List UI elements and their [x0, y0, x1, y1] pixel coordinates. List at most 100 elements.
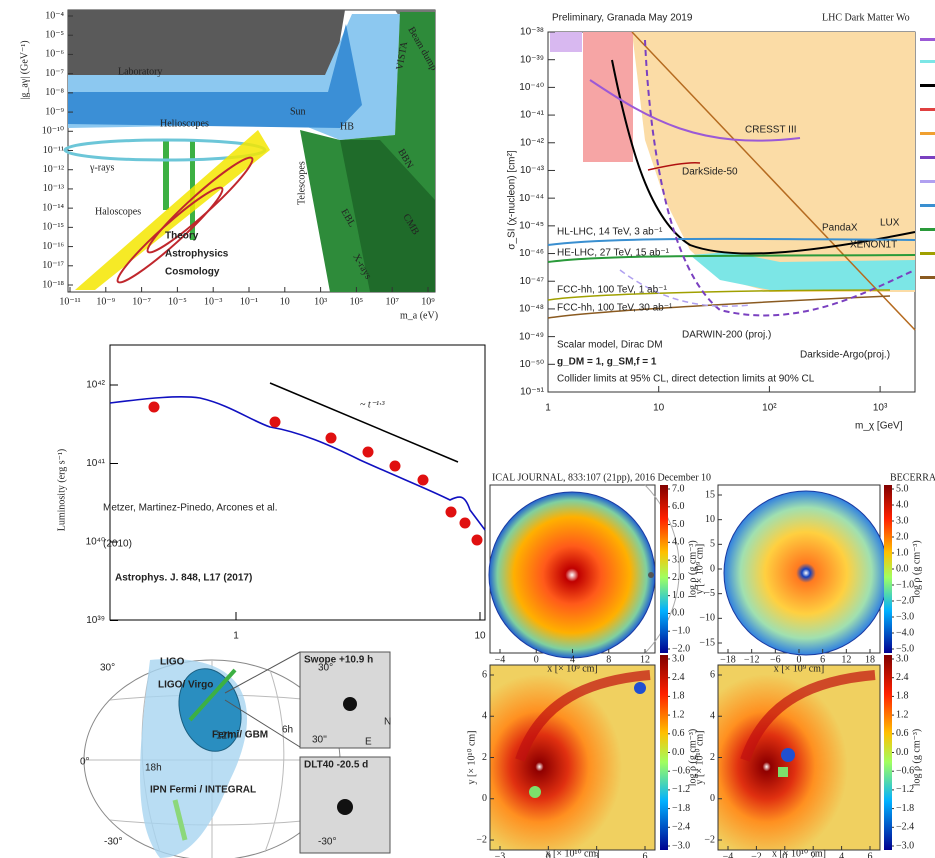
dm-note: g_DM = 1, g_SM,f = 1 [557, 357, 657, 368]
spiral-arm [515, 670, 651, 762]
curve-label: FCC-hh, 100 TeV, 1 ab⁻¹ [557, 285, 667, 296]
y-tick-label: 2 [710, 752, 715, 763]
legend-cosmology: Cosmology [165, 267, 220, 278]
colorbar [660, 655, 668, 850]
x-tick-label: 10⁻¹¹ [59, 296, 80, 307]
x-axis-label: x [× 10⁹ cm] [774, 663, 825, 674]
colorbar-label: log ρ (g cm⁻³) [687, 540, 698, 597]
sky-label: Fermi/ GBM [212, 730, 268, 741]
x-tick-label: 4 [839, 851, 844, 858]
x-tick-label: 10⁷ [385, 296, 399, 307]
y-tick-label: 0 [710, 563, 715, 574]
spiral-arm [740, 670, 876, 762]
cresst-curve [589, 79, 801, 142]
x-tick-label: 6 [643, 851, 648, 858]
y-tick-label: 0 [482, 793, 487, 804]
observation [362, 446, 374, 458]
colorbar-tick: 4.0 [896, 499, 909, 510]
y-tick-label: 10⁻¹³ [43, 183, 64, 194]
colorbar-tick: −3.0 [896, 611, 914, 622]
colorbar [884, 485, 892, 653]
helioscope-region [68, 24, 362, 128]
reference: Astrophys. J. 848, L17 (2017) [115, 573, 252, 584]
y-tick-label: 10⁻¹² [43, 164, 64, 175]
y-tick-label: 5 [710, 539, 715, 550]
colorbar-tick: 1.8 [672, 691, 685, 702]
y-tick-label: −2 [704, 834, 715, 845]
colorbar-tick: 1.2 [672, 709, 685, 720]
y-tick-label: 10 [705, 514, 715, 525]
clump [634, 682, 646, 694]
curve-label: Darkside-Argo(proj.) [800, 350, 890, 361]
darkside-region [583, 32, 633, 162]
legend-swatch [920, 204, 935, 207]
colorbar-tick: 5.0 [672, 519, 685, 530]
x-tick-label: 0 [534, 654, 539, 665]
region-label: HB [340, 121, 354, 132]
ebl-region [340, 140, 435, 292]
journal-header: BECERRA ET [890, 472, 935, 483]
y-axis-label: y [× 10⁹ cm] [694, 544, 705, 595]
y-tick-label: 10⁻⁴⁸ [519, 304, 544, 315]
ra-label: 6h [282, 725, 293, 736]
region-label: Haloscopes [95, 206, 141, 217]
y-tick-label: 10⁴² [86, 380, 105, 391]
pandax-curve [611, 59, 916, 255]
simulations [488, 484, 892, 851]
slope-line [269, 382, 459, 463]
y-tick-label: 0 [710, 793, 715, 804]
model-year: (2010) [103, 539, 132, 550]
luminosity-plot [109, 344, 486, 621]
colorbar-label: log ρ (g cm⁻³) [687, 729, 698, 786]
legend-theory: Theory [165, 231, 199, 242]
region-label: Helioscopes [160, 118, 209, 129]
companion [648, 572, 654, 578]
x-tick-label: 10⁻⁹ [96, 296, 115, 307]
dec-label: 30° [100, 663, 115, 674]
x-tick-label: −2 [751, 851, 762, 858]
curve-label: HE-LHC, 27 TeV, 15 ab⁻¹ [557, 248, 670, 259]
colorbar-tick: 4.0 [672, 537, 685, 548]
colorbar-tick: −5.0 [896, 643, 914, 654]
colorbar-tick: 1.0 [672, 590, 685, 601]
legend-swatch [920, 252, 935, 255]
model-label: Metzer, Martinez-Pinedo, Arcones et al. [103, 503, 278, 514]
curve-label: PandaX [822, 223, 858, 234]
curve-label: DARWIN-200 (proj.) [682, 330, 771, 341]
y-tick-label: 10⁴¹ [86, 458, 105, 469]
inset-connector [224, 699, 301, 748]
y-tick-label: 4 [710, 711, 715, 722]
y-tick-label: 10⁻³⁸ [520, 27, 544, 38]
observation [445, 506, 457, 518]
y-axis-label: Luminosity (erg s⁻¹) [56, 449, 67, 532]
y-tick-label: 6 [482, 669, 487, 680]
x-tick-label: 10 [474, 631, 486, 642]
y-tick-label: 10⁻⁴¹ [520, 110, 545, 121]
x-tick-label: 1 [545, 403, 551, 414]
y-tick-label: 10⁻⁴³ [520, 165, 545, 176]
legend-swatch [920, 180, 935, 183]
observation [417, 474, 429, 486]
fermi-region [178, 668, 242, 752]
compass-n: N [384, 717, 391, 728]
y-tick-label: 10⁻⁴⁶ [519, 248, 544, 259]
colorbar-tick: 1.0 [896, 547, 909, 558]
colorbar-tick: −3.0 [672, 840, 690, 851]
host-galaxy [343, 697, 357, 711]
scale-label: 30'' [312, 735, 327, 746]
x-tick-label: 8 [606, 654, 611, 665]
observation [269, 416, 281, 428]
y-tick-label: 10⁻⁶ [45, 49, 64, 60]
colorbar-tick: −2.0 [896, 595, 914, 606]
host-galaxy [337, 799, 353, 815]
colorbar-tick: −1.2 [896, 784, 914, 795]
colorbar [884, 655, 892, 850]
colorbar-tick: −0.6 [896, 765, 914, 776]
curve-label: LUX [880, 218, 900, 229]
x-tick-label: 10³ [314, 296, 327, 307]
dm-plot [547, 31, 935, 393]
colorbar-tick: −1.8 [896, 803, 914, 814]
colorbar-tick: −3.0 [896, 840, 914, 851]
model-curve [109, 396, 486, 531]
